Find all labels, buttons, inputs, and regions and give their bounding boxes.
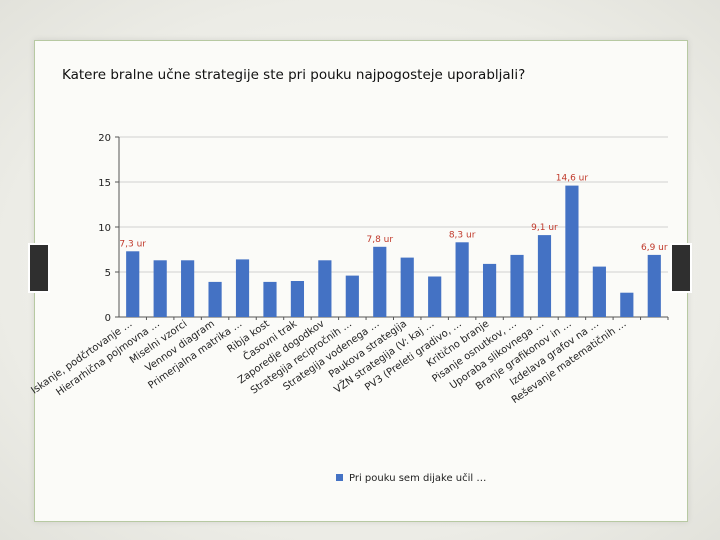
bar bbox=[290, 281, 305, 317]
y-tick-label: 5 bbox=[105, 268, 111, 279]
data-label: 8,3 ur bbox=[449, 230, 476, 240]
bar bbox=[345, 275, 359, 317]
y-tick-label: 0 bbox=[105, 313, 111, 324]
bar bbox=[400, 257, 414, 317]
bar bbox=[126, 251, 140, 317]
y-tick-label: 15 bbox=[98, 178, 111, 189]
bar bbox=[647, 254, 661, 317]
right-decor-bar bbox=[670, 243, 692, 293]
bar bbox=[318, 260, 332, 317]
slide-frame bbox=[34, 40, 688, 522]
data-label: 14,6 ur bbox=[556, 174, 589, 184]
bar bbox=[482, 263, 497, 317]
bar bbox=[620, 292, 634, 317]
legend-label: Pri pouku sem dijake učil … bbox=[349, 472, 486, 484]
bar bbox=[455, 242, 469, 317]
data-label: 6,9 ur bbox=[641, 243, 668, 253]
y-tick-label: 10 bbox=[98, 223, 111, 234]
data-label: 9,1 ur bbox=[531, 223, 558, 233]
bar bbox=[181, 260, 195, 317]
data-label: 7,8 ur bbox=[366, 235, 393, 245]
y-tick-label: 20 bbox=[98, 133, 111, 144]
legend-swatch bbox=[336, 474, 343, 481]
bar bbox=[208, 281, 222, 317]
data-label: 7,3 ur bbox=[119, 239, 146, 249]
bar bbox=[428, 276, 442, 317]
bar bbox=[373, 246, 387, 317]
left-decor-bar bbox=[28, 243, 50, 293]
slide-title: Katere bralne učne strategije ste pri po… bbox=[62, 67, 526, 83]
bar bbox=[153, 260, 167, 317]
bar bbox=[235, 259, 250, 317]
bar bbox=[565, 185, 579, 317]
bar bbox=[510, 254, 524, 317]
bar bbox=[592, 266, 606, 317]
bar bbox=[537, 235, 552, 317]
bar bbox=[263, 281, 277, 317]
